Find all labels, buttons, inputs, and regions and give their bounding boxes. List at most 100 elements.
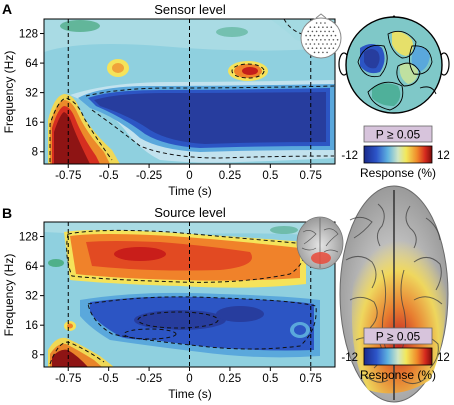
y-axis-label-b: Frequency (Hz) [2, 254, 16, 337]
sensor-dot-28 [324, 39, 326, 41]
sensor-dot-50 [326, 51, 328, 54]
x-ticks-a: -0.75 -0.5 -0.25 0 0.25 0.5 0.75 [55, 164, 322, 182]
mask-legend-b [363, 327, 433, 345]
panel-a-title: Sensor level [154, 2, 226, 17]
y-tick-label-a-2: 32 [25, 88, 38, 100]
sensor-dot-31 [336, 39, 339, 41]
x-tick-label-a-2: -0.25 [136, 170, 162, 182]
sensor-dot-8 [330, 26, 333, 29]
y-axis-label-a: Frequency (Hz) [2, 51, 16, 134]
sensor-dot-42 [315, 47, 318, 49]
sensor-layout-icon [300, 13, 342, 59]
sensor-dot-38 [330, 43, 333, 45]
y-ticks-a: 128 64 32 16 8 [19, 29, 44, 159]
sensor-dot-40 [307, 47, 310, 49]
colorbar-max-b: 12 [437, 352, 450, 364]
y-tick-label-a-3: 16 [25, 117, 38, 129]
y-tick-label-a-0: 128 [19, 29, 38, 41]
x-ticks-b: -0.75 -0.5 -0.25 0 0.25 0.5 0.75 [55, 367, 322, 385]
sensor-dot-48 [317, 51, 320, 54]
x-tick-label-a-0: -0.75 [55, 170, 81, 182]
y-tick-label-b-2: 32 [25, 291, 38, 303]
x-tick-label-b-6: 0.75 [300, 373, 322, 385]
topography-map [338, 15, 450, 114]
y-ticks-b: 128 64 32 16 8 [19, 232, 44, 362]
mask-label-a: P ≥ 0.05 [376, 128, 421, 142]
panel-b-title: Source level [154, 205, 226, 220]
sensor-dot-45 [328, 47, 331, 49]
x-tick-label-b-5: 0.5 [262, 373, 278, 385]
x-axis-label-a: Time (s) [168, 184, 212, 198]
sensor-dot-23 [334, 34, 337, 37]
y-tick-label-b-4: 8 [32, 350, 38, 362]
colorbar-gradient-b [363, 347, 433, 366]
sensor-dot-20 [322, 34, 324, 37]
sensor-dot-17 [309, 34, 312, 37]
colorbar-min-b: -12 [341, 352, 358, 364]
sensor-dot-27 [320, 39, 322, 41]
sensor-dot-37 [326, 43, 328, 45]
panel-letter-a: A [2, 1, 12, 17]
sensor-dot-2 [324, 22, 326, 24]
colorbar-max-a: 12 [437, 150, 450, 162]
sensor-dot-19 [317, 34, 320, 37]
y-tick-label-b-0: 128 [19, 232, 38, 244]
sensor-dot-3 [309, 26, 312, 29]
sensor-dot-18 [313, 34, 316, 37]
sensor-dot-41 [311, 47, 314, 49]
brain-inset-icon [296, 216, 344, 270]
x-tick-label-a-6: 0.75 [300, 170, 322, 182]
sensor-dot-39 [334, 43, 337, 45]
sensor-dot-47 [313, 51, 316, 54]
sensor-dot-13 [324, 30, 326, 33]
sensor-dot-22 [330, 34, 333, 37]
sensor-dot-15 [332, 30, 335, 33]
x-tick-label-b-4: 0.25 [219, 373, 241, 385]
sensor-dot-26 [315, 39, 318, 41]
colorbar-a: P ≥ 0.05 -12 12 Response (%) [341, 125, 450, 180]
sensor-dot-49 [322, 51, 324, 54]
sensor-dot-44 [324, 47, 326, 49]
sensor-dot-4 [313, 26, 316, 29]
sensor-dot-46 [332, 47, 335, 49]
sensor-dot-0 [315, 22, 318, 24]
sensor-dot-5 [317, 26, 320, 29]
sensor-dot-14 [328, 30, 331, 33]
x-tick-label-b-2: -0.25 [136, 373, 162, 385]
colorbar-gradient-a [363, 145, 433, 164]
sensor-dot-29 [328, 39, 331, 41]
sensor-dot-36 [322, 43, 324, 45]
panel-letter-b: B [2, 205, 12, 221]
sensor-dot-34 [313, 43, 316, 45]
sensor-dot-21 [326, 34, 328, 37]
sensor-dot-25 [311, 39, 314, 41]
mask-label-b: P ≥ 0.05 [376, 330, 421, 344]
y-tick-label-a-1: 64 [25, 58, 38, 70]
sensor-dot-35 [317, 43, 320, 45]
y-tick-label-a-4: 8 [32, 147, 38, 159]
y-tick-label-b-1: 64 [25, 261, 38, 273]
sensor-dot-10 [311, 30, 314, 33]
sensor-dot-12 [320, 30, 322, 33]
x-axis-label-b: Time (s) [168, 387, 212, 401]
sensor-dot-6 [322, 26, 324, 29]
x-tick-label-a-3: 0 [186, 170, 192, 182]
sensor-dot-1 [320, 22, 322, 24]
colorbar-b: P ≥ 0.05 -12 12 Response (%) [341, 327, 450, 382]
x-tick-label-b-1: -0.5 [99, 373, 119, 385]
sensor-dot-43 [320, 47, 322, 49]
colorbar-min-a: -12 [341, 150, 358, 162]
sensor-dot-32 [305, 43, 307, 45]
colorbar-label-b: Response (%) [360, 368, 436, 382]
sensor-dot-30 [332, 39, 335, 41]
x-tick-label-a-5: 0.5 [262, 170, 278, 182]
sensor-dot-24 [307, 39, 310, 41]
mask-legend-a [363, 125, 433, 143]
sensor-dot-16 [305, 34, 307, 37]
y-tick-label-b-3: 16 [25, 320, 38, 332]
x-tick-label-b-0: -0.75 [55, 373, 81, 385]
x-tick-label-b-3: 0 [186, 373, 192, 385]
x-tick-label-a-4: 0.25 [219, 170, 241, 182]
